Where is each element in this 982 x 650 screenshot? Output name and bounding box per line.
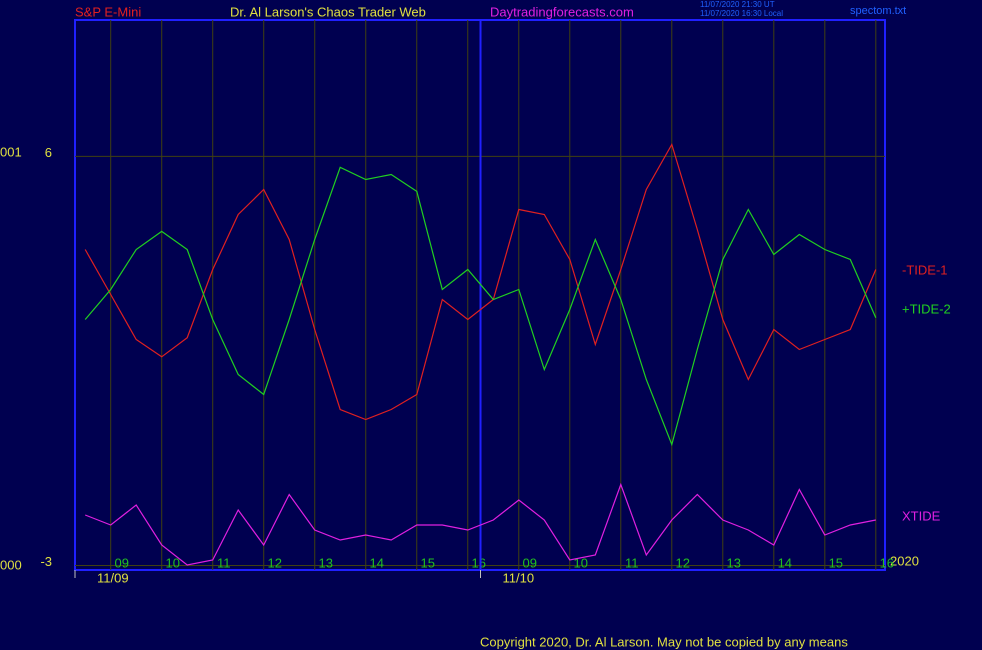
series-line bbox=[84, 142, 877, 421]
x-tick-label: 15 bbox=[829, 555, 843, 570]
x-tick-label: 12 bbox=[676, 555, 690, 570]
timestamp: 11/07/2020 21:30 UT bbox=[700, 0, 775, 9]
series-line bbox=[84, 482, 876, 566]
x-tick-label: 10 bbox=[165, 555, 179, 570]
x-tick-label: 14 bbox=[370, 555, 384, 570]
legend-label: +TIDE-2 bbox=[902, 301, 951, 316]
x-tick-label: 11 bbox=[217, 555, 231, 570]
copyright: Copyright 2020, Dr. Al Larson. May not b… bbox=[480, 634, 848, 649]
x-tick-label: 10 bbox=[574, 555, 588, 570]
y-tick-label: -3 bbox=[40, 554, 52, 569]
y-tick-label: 6 bbox=[45, 145, 52, 160]
x-tick-label: 13 bbox=[319, 555, 333, 570]
x-tick-label: 14 bbox=[778, 555, 792, 570]
date-label: 11/09 bbox=[97, 570, 129, 585]
series-line bbox=[84, 166, 877, 447]
filename: spectom.txt bbox=[850, 5, 906, 17]
x-tick-label: 16 bbox=[880, 555, 894, 570]
instrument: S&P E-Mini bbox=[75, 4, 141, 19]
left-label: 001 bbox=[0, 144, 22, 159]
legend-label: -TIDE-1 bbox=[902, 262, 948, 277]
website: Daytradingforecasts.com bbox=[490, 4, 634, 19]
x-tick-label: 16 bbox=[472, 555, 486, 570]
x-tick-label: 12 bbox=[267, 555, 281, 570]
x-tick-label: 09 bbox=[114, 555, 128, 570]
timestamp: 11/07/2020 16:30 Local bbox=[700, 9, 783, 18]
chart-title: Dr. Al Larson's Chaos Trader Web bbox=[230, 4, 426, 19]
x-tick-label: 13 bbox=[727, 555, 741, 570]
legend-label: XTIDE bbox=[902, 508, 941, 523]
x-tick-label: 15 bbox=[421, 555, 435, 570]
date-label: 11/10 bbox=[503, 570, 535, 585]
left-label: 000 bbox=[0, 557, 22, 572]
x-tick-label: 11 bbox=[625, 555, 639, 570]
x-tick-label: 09 bbox=[523, 555, 537, 570]
year: 2020 bbox=[890, 553, 919, 568]
